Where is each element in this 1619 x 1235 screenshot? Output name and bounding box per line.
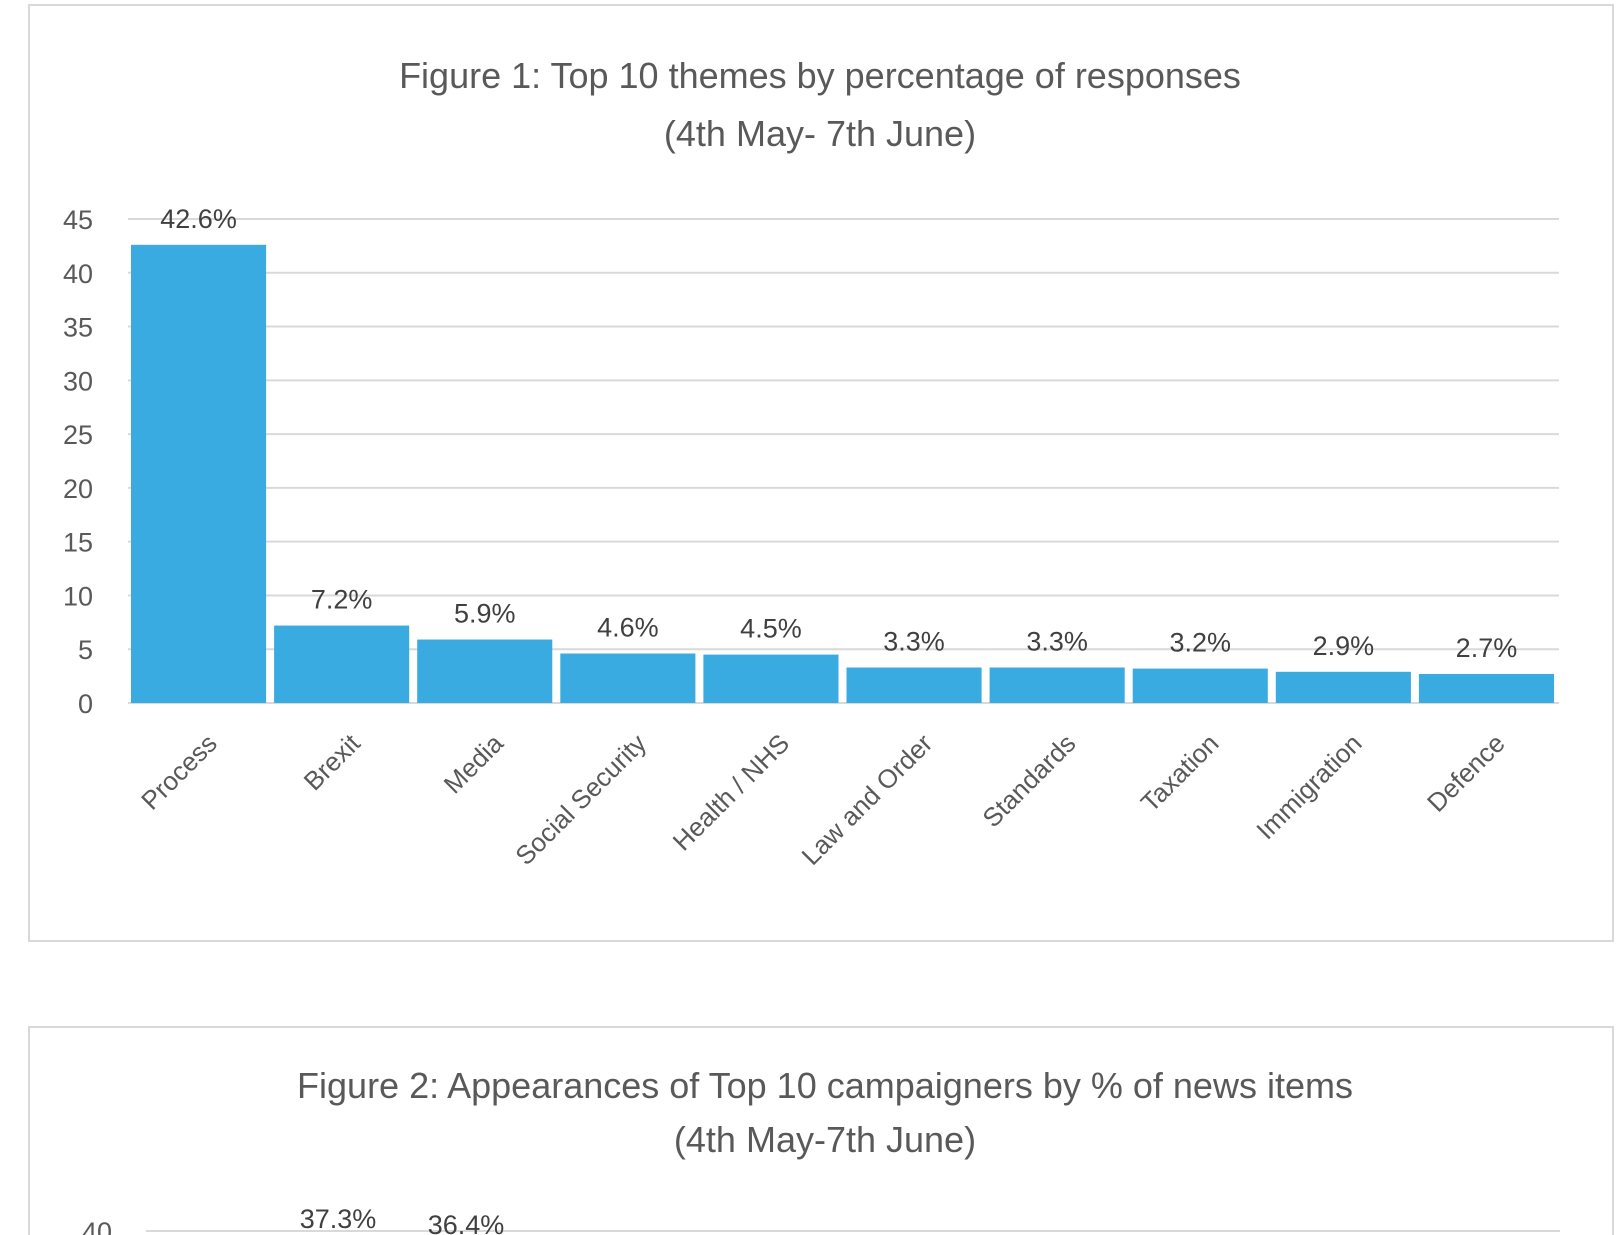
- data-label: 2.9%: [1313, 631, 1375, 661]
- bar-taxation: [1132, 668, 1268, 703]
- data-label: 4.6%: [597, 613, 659, 643]
- bar-standards: [989, 667, 1125, 703]
- figure-2-data-label-2: 36.4%: [428, 1210, 505, 1235]
- figure-2-ytick-40: 40: [82, 1217, 112, 1235]
- bar-immigration: [1275, 671, 1411, 703]
- ytick-label: 35: [63, 313, 93, 343]
- bar-process: [131, 244, 267, 703]
- ytick-label: 25: [63, 420, 93, 450]
- figure-2-frame: [28, 1026, 1614, 1235]
- data-label: 3.2%: [1169, 628, 1231, 658]
- ytick-label: 15: [63, 528, 93, 558]
- ytick-label: 10: [63, 581, 93, 611]
- figure-1-frame: [28, 4, 1614, 942]
- data-label: 42.6%: [160, 204, 237, 234]
- data-label: 5.9%: [454, 599, 516, 629]
- data-label: 3.3%: [1026, 627, 1088, 657]
- bar-media: [417, 639, 553, 703]
- data-label: 7.2%: [311, 585, 373, 615]
- figure-1-subtitle: (4th May- 7th June): [664, 113, 976, 154]
- bar-social-security: [560, 653, 696, 703]
- ytick-label: 30: [63, 366, 93, 396]
- figure-2-title: Figure 2: Appearances of Top 10 campaign…: [297, 1065, 1353, 1106]
- figure-2-subtitle: (4th May-7th June): [674, 1119, 976, 1160]
- bar-defence: [1418, 673, 1554, 703]
- bar-brexit: [274, 625, 410, 703]
- ytick-label: 20: [63, 474, 93, 504]
- ytick-label: 5: [78, 635, 93, 665]
- data-label: 2.7%: [1456, 633, 1518, 663]
- figure-2-data-label-1: 37.3%: [300, 1204, 377, 1234]
- ytick-label: 45: [63, 205, 93, 235]
- data-label: 4.5%: [740, 614, 802, 644]
- bar-law-and-order: [846, 667, 982, 703]
- data-label: 3.3%: [883, 627, 945, 657]
- figure-1-title: Figure 1: Top 10 themes by percentage of…: [399, 55, 1241, 96]
- ytick-label: 0: [78, 689, 93, 719]
- bar-health-nhs: [703, 654, 839, 703]
- ytick-label: 40: [63, 259, 93, 289]
